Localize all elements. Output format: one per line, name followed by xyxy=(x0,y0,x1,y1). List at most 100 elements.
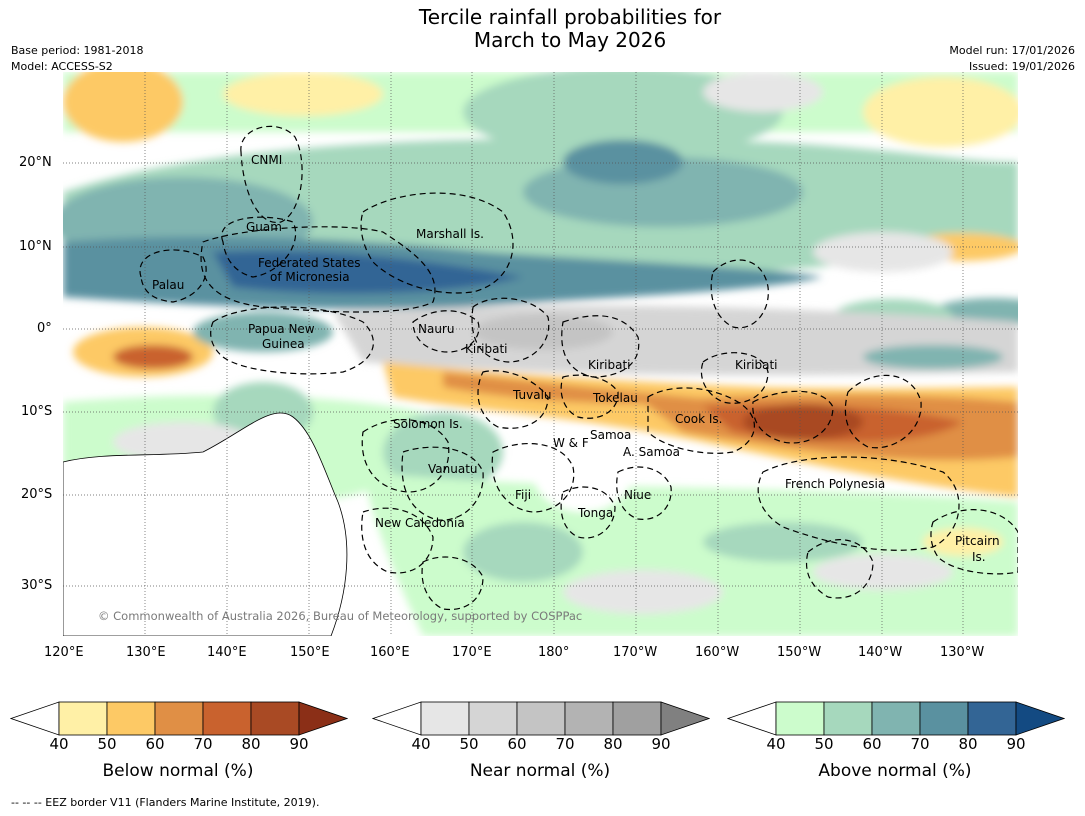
place-label: Tokelau xyxy=(592,391,638,405)
place-label: A. Samoa xyxy=(623,445,680,459)
rainfall-map: CNMI Guam Marshall Is. Palau Federated S… xyxy=(63,72,1018,636)
colorbar-tick-label: 50 xyxy=(814,735,834,753)
colorbar-tick-label: 80 xyxy=(603,735,623,753)
colorbar-tick-label: 60 xyxy=(862,735,882,753)
colorbar-segment xyxy=(564,701,614,736)
place-label: Palau xyxy=(152,278,184,292)
place-label: Samoa xyxy=(590,428,631,442)
place-label: Solomon Is. xyxy=(393,417,463,431)
place-label: Kiribati xyxy=(735,358,777,372)
lon-tick: 150°E xyxy=(290,645,330,660)
model-name: Model: ACCESS-S2 xyxy=(11,60,113,73)
colorbar-tick-label: 90 xyxy=(289,735,309,753)
colorbar-tick-label: 70 xyxy=(193,735,213,753)
issued-date: Issued: 19/01/2026 xyxy=(968,60,1075,73)
lon-tick: 150°W xyxy=(777,645,822,660)
place-label: of Micronesia xyxy=(270,270,350,284)
place-label: Kiribati xyxy=(588,358,630,372)
base-period: Base period: 1981-2018 xyxy=(11,44,144,57)
place-label: Cook Is. xyxy=(675,412,722,426)
lon-tick: 120°E xyxy=(44,645,84,660)
colorbar-underflow-arrow xyxy=(372,701,422,736)
place-label: Federated States xyxy=(258,256,360,270)
lat-tick: 20°S xyxy=(21,487,53,502)
colorbar-tick-label: 90 xyxy=(1006,735,1026,753)
colorbar-segment xyxy=(154,701,204,736)
place-label: CNMI xyxy=(251,153,282,167)
colorbar-segment xyxy=(468,701,518,736)
title-line-2: March to May 2026 xyxy=(473,28,667,52)
lon-tick: 130°W xyxy=(940,645,985,660)
graticule xyxy=(63,72,1018,636)
place-label: Tonga xyxy=(577,506,613,520)
lon-tick: 160°E xyxy=(370,645,410,660)
model-info: Base period: 1981-2018 Model: ACCESS-S2 xyxy=(11,43,143,75)
colorbar-tick-label: 40 xyxy=(411,735,431,753)
colorbar-segment xyxy=(250,701,300,736)
colorbar-segment xyxy=(919,701,969,736)
lon-tick: 140°W xyxy=(858,645,903,660)
colorbar-tick-label: 50 xyxy=(459,735,479,753)
colorbar-tick-label: 80 xyxy=(958,735,978,753)
colorbar-0 xyxy=(10,701,348,736)
colorbar-segment xyxy=(775,701,825,736)
lon-tick: 170°W xyxy=(613,645,658,660)
lat-tick: 30°S xyxy=(21,578,53,593)
place-label: Fiji xyxy=(515,488,531,502)
copyright-notice: © Commonwealth of Australia 2026, Bureau… xyxy=(98,609,582,623)
place-label: French Polynesia xyxy=(785,477,885,491)
lon-tick: 160°W xyxy=(695,645,740,660)
colorbar-segment xyxy=(871,701,921,736)
place-label: Kiribati xyxy=(465,342,507,356)
lat-tick: 10°S xyxy=(21,404,53,419)
place-label: Tuvalu xyxy=(512,388,552,402)
colorbar-segment xyxy=(420,701,470,736)
colorbar-underflow-arrow xyxy=(727,701,777,736)
colorbar-tick-label: 60 xyxy=(507,735,527,753)
colorbar-tick-label: 40 xyxy=(49,735,69,753)
colorbar-tick-label: 80 xyxy=(241,735,261,753)
title-line-1: Tercile rainfall probabilities for xyxy=(418,5,722,29)
colorbar-title: Above normal (%) xyxy=(818,761,972,781)
place-label: Vanuatu xyxy=(428,462,478,476)
run-info: Model run: 17/01/2026 Issued: 19/01/2026 xyxy=(949,43,1075,75)
eez-footnote: -- -- -- EEZ border V11 (Flanders Marine… xyxy=(11,796,320,809)
lat-tick: 10°N xyxy=(19,239,52,254)
colorbar-segment xyxy=(58,701,108,736)
lon-tick: 140°E xyxy=(207,645,247,660)
lon-tick: 130°E xyxy=(126,645,166,660)
place-label: Guam xyxy=(246,220,282,234)
australia-landmass xyxy=(63,412,348,636)
colorbar-title: Near normal (%) xyxy=(469,761,611,781)
colorbar-overflow-arrow xyxy=(298,701,348,736)
place-label: Niue xyxy=(624,488,651,502)
colorbar-1 xyxy=(372,701,710,736)
colorbar-overflow-arrow xyxy=(660,701,710,736)
model-run: Model run: 17/01/2026 xyxy=(949,44,1075,57)
colorbar-segment xyxy=(823,701,873,736)
place-label: Papua New xyxy=(248,322,315,336)
colorbar-tick-label: 40 xyxy=(766,735,786,753)
lat-tick: 0° xyxy=(37,321,52,336)
place-label: Guinea xyxy=(262,337,305,351)
colorbar-underflow-arrow xyxy=(10,701,60,736)
colorbar-segment xyxy=(516,701,566,736)
place-labels: CNMI Guam Marshall Is. Palau Federated S… xyxy=(152,153,1000,564)
place-label: Is. xyxy=(972,550,986,564)
colorbar-tick-label: 60 xyxy=(145,735,165,753)
place-label: Marshall Is. xyxy=(416,227,484,241)
place-label: W & F xyxy=(553,436,589,450)
map-title: Tercile rainfall probabilities for March… xyxy=(0,6,1085,52)
colorbar-segment xyxy=(612,701,662,736)
eez-borders xyxy=(139,125,1018,611)
place-label: New Caledonia xyxy=(375,516,465,530)
colorbar-2 xyxy=(727,701,1065,736)
colorbar-tick-label: 70 xyxy=(555,735,575,753)
colorbar-segment xyxy=(202,701,252,736)
lon-tick: 170°E xyxy=(452,645,492,660)
lon-tick: 180° xyxy=(538,645,570,660)
colorbar-segment xyxy=(967,701,1017,736)
colorbar-tick-label: 90 xyxy=(651,735,671,753)
place-label: Nauru xyxy=(418,322,454,336)
colorbar-tick-label: 50 xyxy=(97,735,117,753)
